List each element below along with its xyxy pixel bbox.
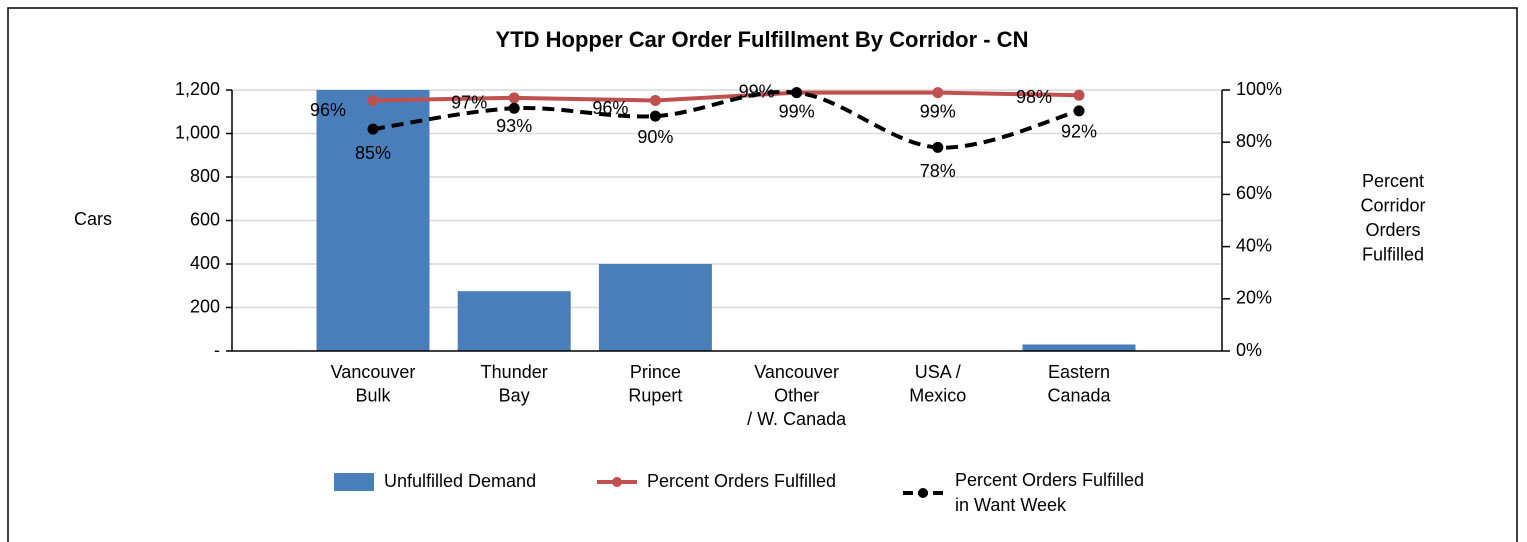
data-label: 85% — [355, 143, 391, 163]
y-tick-label: 400 — [190, 253, 220, 273]
legend-marker — [612, 477, 622, 487]
data-label: 90% — [637, 127, 673, 147]
x-tick-label: Vancouver Bulk — [331, 362, 416, 406]
y-tick-label: 800 — [190, 166, 220, 186]
line-marker — [932, 87, 944, 99]
y-tick-label: 1,200 — [175, 79, 220, 99]
legend-label: Unfulfilled Demand — [384, 471, 536, 491]
bar — [598, 264, 712, 351]
data-label: 78% — [920, 161, 956, 181]
line-series — [372, 89, 1080, 150]
data-label: 99% — [920, 101, 956, 121]
line-marker — [367, 94, 379, 106]
bar — [457, 291, 571, 351]
data-label: 99% — [739, 81, 775, 101]
y-tick-label: - — [214, 340, 220, 360]
chart-title: YTD Hopper Car Order Fulfillment By Corr… — [496, 27, 1029, 52]
x-tick-label: Prince Rupert — [628, 362, 682, 406]
y2-tick-label: 0% — [1236, 340, 1262, 360]
data-label: 96% — [310, 100, 346, 120]
x-tick-label: USA / Mexico — [909, 362, 966, 406]
y2-tick-label: 40% — [1236, 235, 1272, 255]
y2-tick-label: 20% — [1236, 288, 1272, 308]
y-axis-label: Cars — [74, 209, 112, 229]
data-label: 92% — [1061, 122, 1097, 142]
y2-tick-label: 60% — [1236, 183, 1272, 203]
legend-marker — [918, 488, 928, 498]
line-marker — [508, 102, 520, 114]
line-marker — [649, 110, 661, 122]
legend-label: Percent Orders Fulfilled — [647, 471, 836, 491]
data-label: 99% — [779, 101, 815, 121]
bar — [1022, 344, 1136, 351]
line-marker — [649, 94, 661, 106]
y2-tick-label: 100% — [1236, 79, 1282, 99]
data-label: 93% — [496, 116, 532, 136]
x-tick-label: Vancouver Other / W. Canada — [747, 362, 847, 429]
line-marker — [932, 141, 944, 153]
line-marker — [1073, 89, 1085, 101]
y2-tick-label: 80% — [1236, 131, 1272, 151]
legend-label: Percent Orders Fulfilled in Want Week — [955, 470, 1144, 515]
line-marker — [1073, 105, 1085, 117]
y-tick-label: 1,000 — [175, 122, 220, 142]
line-marker — [791, 87, 803, 99]
data-label: 98% — [1016, 87, 1052, 107]
x-tick-label: Eastern Canada — [1047, 362, 1111, 406]
line-marker — [367, 123, 379, 135]
y2-axis-label: Percent Corridor Orders Fulfilled — [1360, 171, 1425, 265]
x-tick-label: Thunder Bay — [481, 362, 548, 406]
legend-swatch — [334, 473, 374, 491]
chart-frame — [7, 7, 1518, 542]
y-tick-label: 600 — [190, 209, 220, 229]
y-tick-label: 200 — [190, 296, 220, 316]
data-label: 97% — [451, 93, 487, 113]
line-marker — [508, 92, 520, 104]
